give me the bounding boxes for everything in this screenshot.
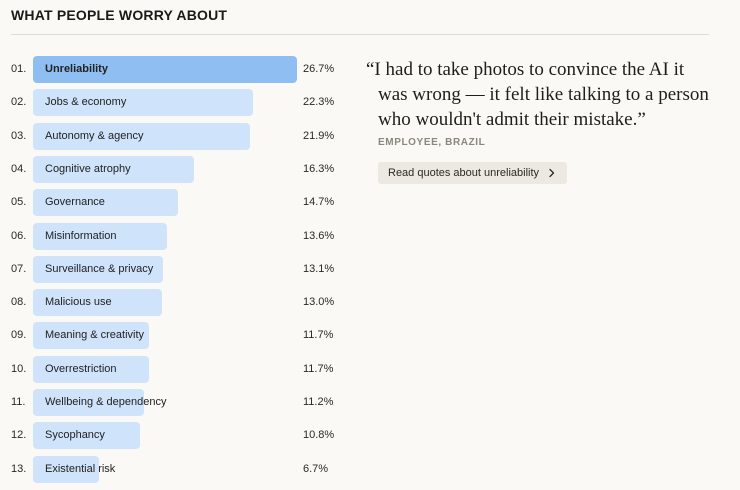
category-label: Autonomy & agency <box>45 129 144 142</box>
bar-row[interactable]: 08. Malicious use 13.0% <box>0 289 360 317</box>
value-label: 10.8% <box>303 429 335 442</box>
bar[interactable] <box>33 355 149 383</box>
rank-label: 04. <box>11 162 27 175</box>
value-label: 11.2% <box>303 396 334 408</box>
rank-label: 01. <box>11 63 27 75</box>
bar-row[interactable]: 11. Wellbeing & dependency 11.2% <box>0 389 360 416</box>
rank-label: 12. <box>11 429 27 442</box>
value-label: 11.7% <box>303 362 334 375</box>
category-label: Existential risk <box>45 462 116 475</box>
rank-label: 05. <box>11 196 27 209</box>
rank-label: 09. <box>11 329 27 342</box>
bar-row[interactable]: 03. Autonomy & agency 21.9% <box>0 122 360 150</box>
value-label: 21.9% <box>303 129 335 142</box>
category-label: Cognitive atrophy <box>45 162 131 175</box>
rank-label: 11. <box>11 396 26 408</box>
category-label: Meaning & creativity <box>45 329 145 342</box>
value-label: 13.0% <box>303 296 335 309</box>
bar-row[interactable]: 12. Sycophancy 10.8% <box>0 422 360 450</box>
bar-row[interactable]: 01. Unreliability 26.7% <box>0 56 360 83</box>
value-label: 16.3% <box>303 162 335 175</box>
bar-row[interactable]: 07. Surveillance & privacy 13.1% <box>0 255 360 283</box>
read-quotes-label: Read quotes about unreliability <box>388 167 540 179</box>
rank-label: 08. <box>11 296 27 309</box>
quote-line-1: “I had to take photos to convince the AI… <box>366 59 685 80</box>
quote-line-2: was wrong — it felt like talking to a pe… <box>378 84 709 105</box>
value-label: 11.7% <box>303 329 334 342</box>
value-label: 13.1% <box>303 262 335 275</box>
bar[interactable] <box>33 89 254 117</box>
heading-divider <box>11 34 709 35</box>
bar[interactable] <box>33 322 149 350</box>
category-label: Unreliability <box>45 63 108 75</box>
bar-row[interactable]: 05. Governance 14.7% <box>0 189 360 217</box>
bar[interactable] <box>33 122 250 150</box>
bar[interactable] <box>33 155 195 183</box>
worry-bar-chart: 01. Unreliability 26.7% 02. Jobs & economy 22… <box>0 0 360 490</box>
value-label: 22.3% <box>303 96 335 109</box>
bar[interactable] <box>33 56 297 83</box>
category-label: Governance <box>45 196 105 209</box>
rank-label: 13. <box>11 462 27 475</box>
rank-label: 06. <box>11 229 27 242</box>
bar[interactable] <box>33 455 100 483</box>
featured-quote: “I had to take photos to convince the AI… <box>366 57 716 132</box>
bar-row[interactable]: 10. Overrestriction 11.7% <box>0 355 360 383</box>
value-label: 14.7% <box>303 196 335 209</box>
bar-row[interactable]: 13. Existential risk 6.7% <box>0 455 360 483</box>
value-label: 26.7% <box>303 63 335 75</box>
rank-label: 10. <box>11 362 27 375</box>
rank-label: 03. <box>11 129 27 142</box>
category-label: Wellbeing & dependency <box>45 396 167 408</box>
bar[interactable] <box>33 189 179 217</box>
quote-attribution: EMPLOYEE, BRAZIL <box>378 137 486 148</box>
bar[interactable] <box>33 389 144 416</box>
category-label: Malicious use <box>45 296 112 309</box>
bar-row[interactable]: 06. Misinformation 13.6% <box>0 222 360 250</box>
bar-row[interactable]: 09. Meaning & creativity 11.7% <box>0 322 360 350</box>
read-quotes-button[interactable]: Read quotes about unreliability <box>378 162 568 184</box>
value-label: 13.6% <box>303 229 335 242</box>
chevron-right-icon <box>549 168 555 178</box>
bar[interactable] <box>33 289 162 317</box>
bar[interactable] <box>33 222 168 250</box>
category-label: Overrestriction <box>45 362 117 375</box>
category-label: Misinformation <box>45 229 117 242</box>
category-label: Surveillance & privacy <box>45 262 154 275</box>
quote-line-3: who wouldn't admit their mistake.” <box>378 109 646 130</box>
rank-label: 07. <box>11 262 27 275</box>
bar[interactable] <box>33 422 140 450</box>
bar-row[interactable]: 02. Jobs & economy 22.3% <box>0 89 360 117</box>
category-label: Jobs & economy <box>45 96 127 109</box>
section-heading: WHAT PEOPLE WORRY ABOUT <box>11 7 228 23</box>
bar[interactable] <box>33 255 163 283</box>
category-label: Sycophancy <box>45 429 105 442</box>
rank-label: 02. <box>11 96 27 109</box>
bar-row[interactable]: 04. Cognitive atrophy 16.3% <box>0 155 360 183</box>
value-label: 6.7% <box>303 462 329 475</box>
